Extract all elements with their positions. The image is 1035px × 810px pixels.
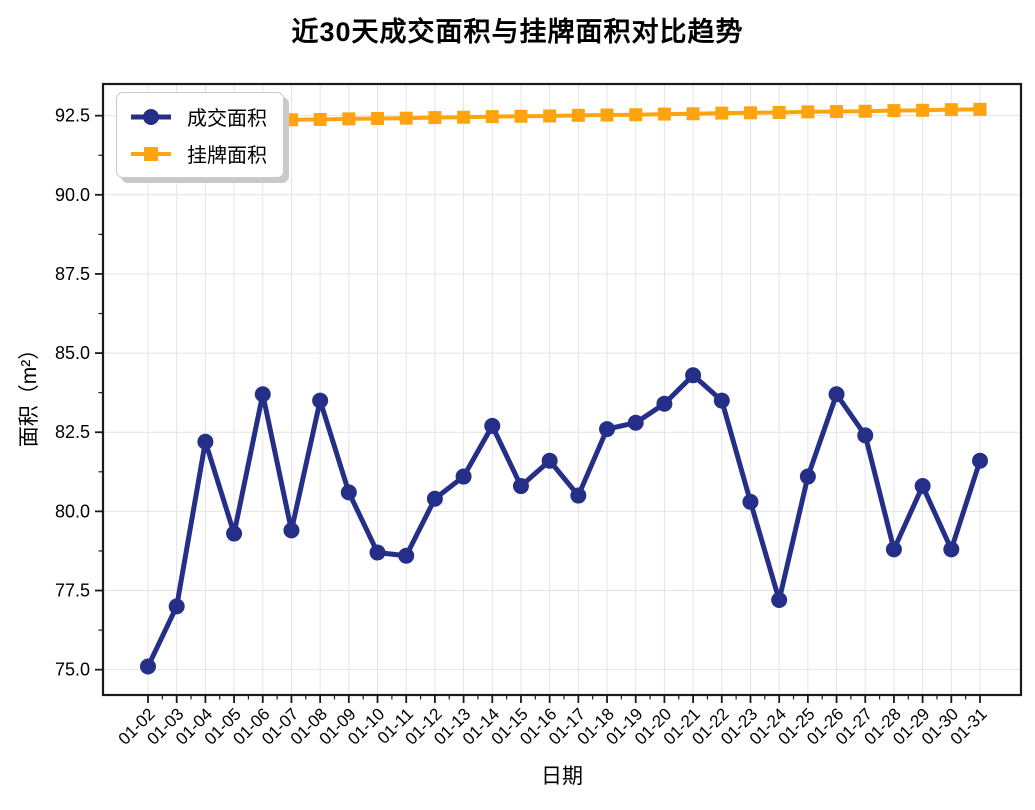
listing-area-point [887, 104, 901, 118]
listing-area-point [571, 108, 585, 122]
y-tick-label: 87.5 [55, 264, 90, 284]
listing-area-point [342, 112, 356, 126]
transaction-area-point [283, 522, 300, 539]
chart-title: 近30天成交面积与挂牌面积对比趋势 [291, 17, 744, 47]
y-axis-label: 面积（m²） [18, 338, 41, 448]
legend-label-transaction-area: 成交面积 [187, 108, 267, 130]
x-axis-label: 日期 [541, 765, 583, 788]
transaction-area-line [145, 372, 983, 670]
transaction-area-point [885, 541, 902, 558]
transaction-area-point [398, 547, 415, 564]
listing-area-point [944, 103, 958, 117]
transaction-area-point [972, 452, 988, 469]
listing-area-point [371, 112, 385, 126]
y-tick-label: 77.5 [55, 581, 90, 601]
transaction-area-point [713, 392, 730, 409]
legend-item-transaction-area: 成交面积 [129, 102, 267, 131]
transaction-area-point [771, 592, 788, 609]
transaction-area-point [570, 487, 587, 504]
transaction-area-point [197, 433, 214, 450]
legend-item-listing-area: 挂牌面积 [129, 139, 267, 168]
transaction-area-point [312, 392, 329, 409]
plot-frame [101, 82, 1023, 697]
listing-area-swatch-icon [131, 146, 171, 161]
listing-area-point [686, 107, 700, 121]
transaction-area-swatch-icon [131, 108, 171, 125]
transaction-area-point [799, 468, 816, 485]
transaction-area-point [254, 386, 271, 403]
transaction-area-point [857, 427, 874, 444]
transaction-area-point [340, 484, 357, 501]
listing-area-point [543, 109, 557, 123]
transaction-area-point [512, 478, 529, 495]
listing-area-point [457, 110, 471, 124]
listing-area-point [801, 105, 815, 119]
transaction-area-point [226, 525, 243, 542]
listing-area-point [916, 103, 930, 117]
transaction-area-point [627, 414, 644, 431]
transaction-area-point [541, 452, 558, 469]
transaction-area-point [426, 490, 443, 507]
y-tick-label: 90.0 [55, 185, 90, 205]
listing-area-point [858, 104, 872, 118]
listing-area-point [428, 111, 442, 125]
listing-area-point [629, 108, 643, 122]
transaction-area-point [168, 598, 185, 615]
legend-label-listing-area: 挂牌面积 [187, 145, 267, 167]
transaction-area-point [484, 417, 501, 434]
y-tick-label: 75.0 [55, 660, 90, 680]
transaction-area-point [369, 544, 386, 561]
transaction-area-point [828, 386, 845, 403]
y-tick-label: 92.5 [55, 106, 90, 126]
listing-area-point [657, 107, 671, 121]
y-tick-label: 80.0 [55, 501, 90, 521]
listing-area-point [772, 105, 786, 119]
listing-area-point [715, 106, 729, 120]
transaction-area-point [599, 421, 616, 438]
transaction-area-point [140, 658, 156, 675]
transaction-area-point [455, 468, 472, 485]
listing-area-point [743, 106, 757, 120]
y-tick-label: 85.0 [55, 343, 90, 363]
transaction-area-point [943, 541, 960, 558]
transaction-area-point [914, 478, 931, 495]
y-tick-label: 82.5 [55, 422, 90, 442]
listing-area-point [485, 110, 499, 124]
listing-area-point [600, 108, 614, 122]
listing-area-point [399, 111, 413, 125]
listing-area-point [514, 109, 528, 123]
listing-area-point [830, 105, 844, 119]
listing-area-point [284, 113, 298, 127]
legend: 成交面积 挂牌面积 [116, 92, 284, 178]
listing-area-point [973, 102, 987, 116]
listing-area-point [313, 112, 327, 126]
transaction-area-point [742, 493, 759, 510]
transaction-area-point [685, 367, 702, 384]
transaction-area-point [656, 395, 673, 412]
